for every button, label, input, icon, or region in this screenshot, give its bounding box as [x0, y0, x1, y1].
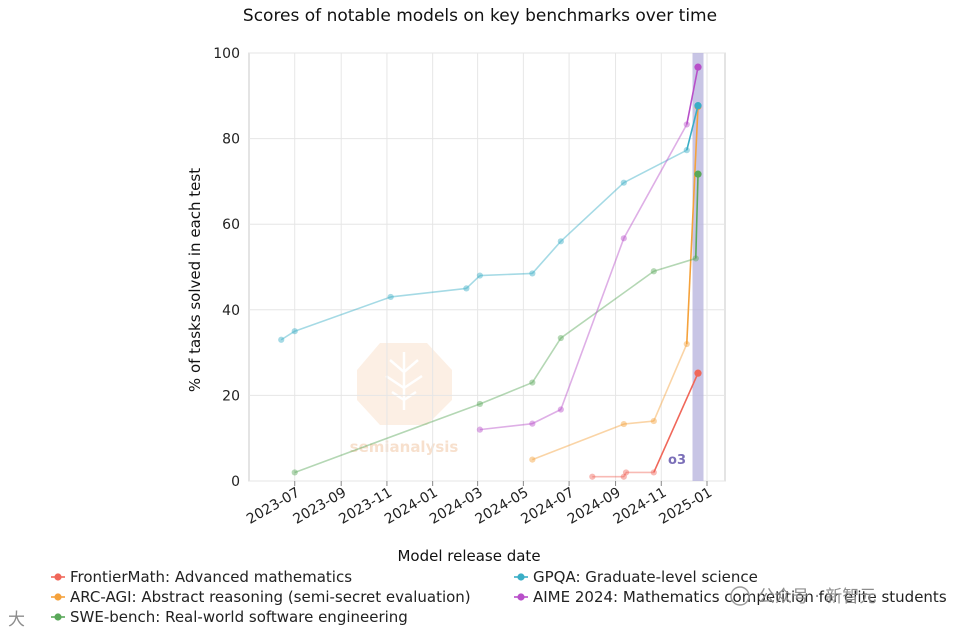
watermark-text: semianalysis: [350, 438, 459, 456]
data-point: [589, 473, 596, 480]
series-3: [278, 102, 702, 343]
data-point: [529, 456, 536, 463]
data-point: [650, 417, 657, 425]
series-layer: [278, 63, 702, 480]
series-segment: [685, 105, 699, 151]
y-tick-label: 20: [222, 388, 240, 404]
data-point: [476, 426, 483, 433]
series-segment: [623, 149, 688, 184]
data-point: [692, 255, 699, 262]
data-point: [694, 170, 702, 178]
legend-swatch-marker: [54, 573, 62, 581]
legend-label: FrontierMath: Advanced mathematics: [70, 568, 352, 586]
data-point: [650, 268, 657, 275]
series-2: [291, 170, 702, 476]
series-segment: [560, 238, 625, 410]
data-point: [683, 147, 690, 154]
x-axis-label: Model release date: [397, 547, 540, 565]
series-segment: [560, 270, 655, 339]
series-segment: [532, 423, 625, 461]
plot-frame: [248, 52, 726, 482]
series-segment: [479, 381, 533, 405]
data-point: [476, 272, 483, 279]
y-tick-label: 80: [222, 132, 240, 148]
x-tick-label: 2025-01: [656, 485, 715, 528]
chart-title: Scores of notable models on key benchmar…: [243, 6, 717, 26]
gridlines: [249, 52, 725, 482]
legend-swatch-marker: [54, 613, 62, 621]
data-point: [620, 179, 627, 186]
data-point: [278, 336, 285, 343]
series-segment: [531, 337, 562, 383]
series-segment: [694, 174, 699, 259]
legend-label: SWE-bench: Real-world software engineeri…: [70, 608, 408, 626]
data-point: [620, 473, 627, 480]
series-segment: [623, 124, 688, 239]
series-segment: [560, 182, 625, 242]
data-point: [650, 469, 657, 476]
data-point: [620, 235, 627, 242]
legend: FrontierMath: Advanced mathematics ARC-AG…: [51, 568, 947, 626]
series-segment: [685, 66, 699, 125]
series-segment: [479, 422, 533, 431]
data-point: [529, 379, 536, 386]
series-segment: [531, 240, 562, 274]
series-segment: [623, 472, 627, 478]
data-point: [622, 469, 630, 476]
legend-label: AIME 2024: Mathematics competition for e…: [533, 588, 947, 606]
wechat-source-text: 公众号 · 新智元: [758, 587, 876, 607]
data-point: [683, 340, 690, 348]
x-tick-labels: 2023-072023-092023-112024-012024-032024-…: [244, 481, 715, 528]
series-segment: [531, 408, 562, 425]
data-point: [476, 400, 483, 408]
legend-swatch-marker: [517, 593, 525, 601]
legend-label: GPQA: Graduate-level science: [533, 568, 758, 586]
o3-label: o3: [668, 453, 686, 468]
data-point: [694, 102, 702, 110]
corner-mark: 大: [8, 610, 25, 630]
data-point: [291, 328, 298, 335]
data-point: [557, 406, 564, 413]
data-point: [529, 270, 536, 277]
y-tick-label: 40: [222, 303, 240, 319]
series-segment: [479, 272, 533, 277]
series-segment: [465, 274, 481, 289]
y-tick-label: 0: [231, 474, 240, 490]
series-0: [589, 369, 702, 480]
y-axis-label: % of tasks solved in each test: [186, 168, 204, 392]
data-point: [557, 334, 564, 342]
data-point: [620, 420, 627, 428]
series-segment: [280, 330, 296, 341]
data-point: [387, 293, 394, 301]
legend-swatch-marker: [517, 573, 525, 581]
series-segment: [685, 106, 699, 345]
legend-swatch-marker: [54, 593, 62, 601]
wechat-icon: [730, 586, 750, 606]
series-4: [476, 63, 702, 433]
series-segment: [390, 287, 467, 298]
semianalysis-watermark: semianalysis: [350, 343, 459, 456]
data-point: [694, 63, 702, 71]
series-segment: [623, 420, 654, 425]
series-segment: [294, 296, 391, 332]
y-tick-labels: 0 20 40 60 80 100: [213, 46, 240, 490]
data-point: [557, 238, 564, 245]
series-segment: [653, 372, 699, 473]
wechat-watermark: 公众号 · 新智元: [730, 586, 876, 607]
data-point: [529, 420, 536, 427]
y-tick-label: 60: [222, 217, 240, 233]
y-tick-label: 100: [213, 46, 240, 62]
data-point: [683, 121, 690, 128]
o3-highlight-band: [692, 53, 704, 481]
data-point: [694, 369, 702, 377]
series-segment: [653, 257, 696, 273]
data-point: [463, 285, 470, 292]
data-point: [291, 469, 298, 476]
series-segment: [653, 343, 688, 422]
legend-label: ARC-AGI: Abstract reasoning (semi-secret…: [70, 588, 471, 606]
series-segment: [294, 403, 481, 474]
